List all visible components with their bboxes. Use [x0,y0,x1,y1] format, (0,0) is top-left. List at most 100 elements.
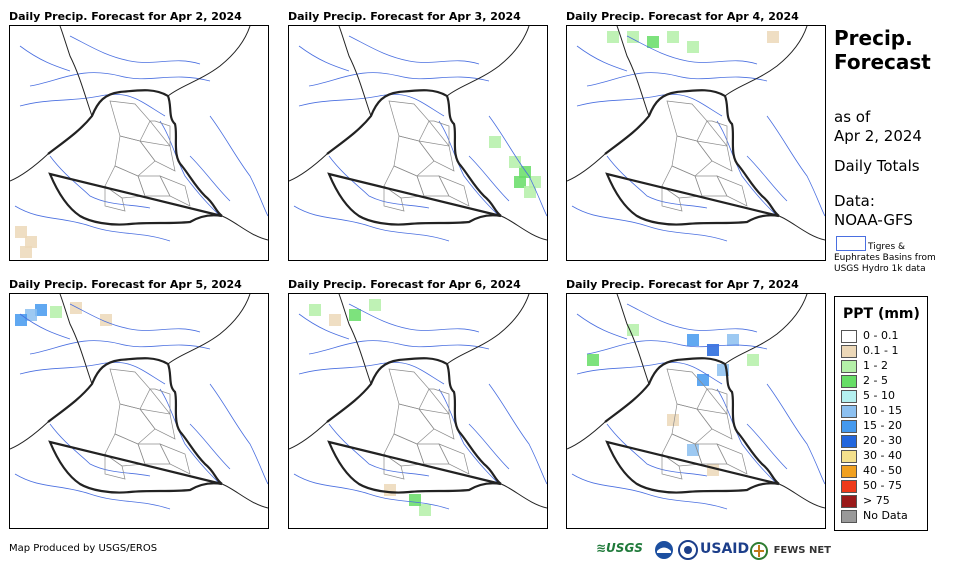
precip-cell [697,374,709,386]
precip-cell [667,31,679,43]
basin-river-line [576,93,723,117]
data-source-text: Data: NOAA-GFS [834,192,913,230]
province-boundary [104,185,126,212]
country-border [724,294,808,365]
legend-item: 10 - 15 [841,404,927,419]
iraq-border [47,357,223,494]
iraq-border [604,357,780,494]
legend-item: No Data [841,509,927,524]
province-boundary [428,120,450,147]
precip-cell [35,304,47,316]
basin-river-line [746,423,788,470]
legend-item: 5 - 10 [841,389,927,404]
legend-label: No Data [863,509,908,522]
country-border [167,26,251,97]
precip-cell [384,484,396,496]
map-credit: Map Produced by USGS/EROS [9,543,158,554]
precip-cell [707,344,719,356]
legend-label: 20 - 30 [863,434,902,447]
precip-cell [329,314,341,326]
basin-river-line [29,72,211,87]
country-border [289,153,328,182]
basin-river-line [308,340,490,355]
province-boundary [383,185,405,212]
province-boundary [716,175,748,207]
forecast-map-apr4 [566,25,826,261]
country-border [724,26,808,97]
panel-title-apr4: Daily Precip. Forecast for Apr 4, 2024 [566,10,799,23]
province-boundary [418,140,455,172]
forecast-map-apr2 [9,25,269,261]
basin-river-line [308,72,490,87]
country-border [338,26,372,117]
as-of-line1: as of [834,108,871,126]
province-boundary [109,100,151,142]
legend-swatch [841,420,857,433]
noaa-icon [655,541,673,559]
basin-river-line [438,120,500,217]
legend-swatch [841,465,857,478]
basin-river-line [298,361,445,385]
panel-title-apr7: Daily Precip. Forecast for Apr 7, 2024 [566,278,799,291]
forecast-map-apr7 [566,293,826,529]
legend-swatch [841,435,857,448]
country-border [567,153,606,182]
forecast-map-apr6 [288,293,548,529]
province-boundary [661,185,683,212]
legend-item: > 75 [841,494,927,509]
basin-river-line [606,423,708,477]
data-source-line2: NOAA-GFS [834,211,913,229]
country-border [167,294,251,365]
basin-river-line [328,155,430,209]
legend-item: 50 - 75 [841,479,927,494]
iraq-border [47,89,223,226]
fewsnet-label: FEWS NET [773,545,831,556]
province-boundary [139,408,176,440]
province-boundary [159,175,191,207]
basin-river-line [571,473,728,510]
province-boundary [383,165,425,199]
precip-cell [50,306,62,318]
legend-label: 30 - 40 [863,449,902,462]
basin-river-line [189,423,231,470]
legend-label: 5 - 10 [863,389,895,402]
country-border [567,421,606,450]
country-border [500,215,547,241]
basin-river-line [209,115,268,217]
legend-swatch [841,390,857,403]
province-boundary [159,443,191,475]
basin-river-line [576,45,628,72]
province-boundary [666,368,708,410]
seal-icon [678,540,698,560]
basin-river-line [576,361,723,385]
legend-swatch [841,330,857,343]
province-boundary [671,135,713,177]
basin-river-line [766,383,825,485]
precip-cell [369,299,381,311]
precip-cell [25,236,37,248]
basin-river-line [766,115,825,217]
panel-title-apr6: Daily Precip. Forecast for Apr 6, 2024 [288,278,521,291]
basin-river-line [49,423,151,477]
precip-cell [524,186,536,198]
basin-line2: Euphrates Basins from [834,253,936,263]
iraq-border [604,89,780,226]
country-border [778,215,825,241]
province-boundary [383,453,405,480]
province-boundary [706,388,728,415]
province-boundary [388,368,430,410]
country-border [446,26,530,97]
precip-cell [727,334,739,346]
province-boundary [671,403,713,445]
province-boundary [104,433,146,467]
basin-river-line [488,383,547,485]
country-border [221,483,268,509]
legend-swatch [841,495,857,508]
precip-cell [20,246,32,258]
basin-river-line [69,303,201,333]
province-boundary [393,403,435,445]
basin-river-line [19,313,71,340]
province-boundary [661,453,683,480]
legend-item: 30 - 40 [841,449,927,464]
basin-legend-text: Tigres & Euphrates Basins from USGS Hydr… [834,242,954,275]
